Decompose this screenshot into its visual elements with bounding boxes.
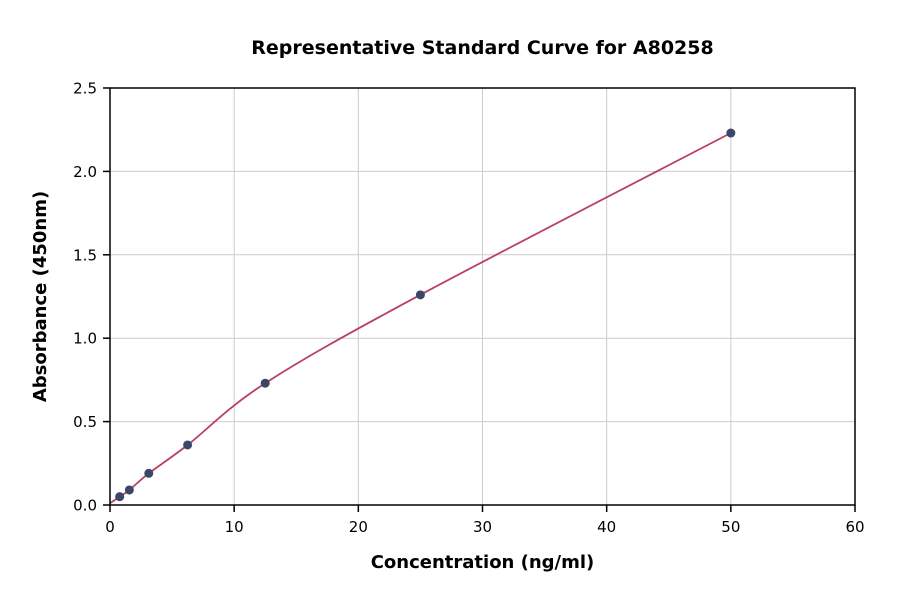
y-tick-label: 2.5	[73, 80, 97, 98]
x-tick-label: 10	[225, 518, 244, 536]
fit-curve-line	[109, 132, 732, 505]
chart-title: Representative Standard Curve for A80258	[251, 37, 713, 59]
x-tick-label: 0	[105, 518, 115, 536]
data-point-marker	[115, 492, 125, 502]
y-tick-label: 1.0	[73, 330, 97, 348]
plot-area: 0 10 20 30 40 50 60 0.0 0.5 1.0 1.5 2.0 2.5	[73, 80, 864, 537]
y-tick-label: 2.0	[73, 163, 97, 181]
data-point-marker	[726, 128, 736, 138]
data-point-marker	[144, 468, 154, 478]
x-tick-label: 40	[597, 518, 616, 536]
x-axis-label: Concentration (ng/ml)	[371, 552, 595, 573]
x-tick-label: 60	[845, 518, 864, 536]
y-axis-label: Absorbance (450nm)	[30, 191, 51, 402]
x-tick-label: 50	[721, 518, 740, 536]
x-tick-label: 30	[473, 518, 492, 536]
x-tick-label: 20	[349, 518, 368, 536]
y-tick-label: 1.5	[73, 246, 97, 264]
y-tick-label: 0.0	[73, 497, 97, 515]
data-point-marker	[124, 485, 134, 495]
data-point-marker	[260, 378, 270, 388]
data-point-marker	[183, 440, 193, 450]
data-point-marker	[415, 290, 425, 300]
y-tick-label: 0.5	[73, 413, 97, 431]
